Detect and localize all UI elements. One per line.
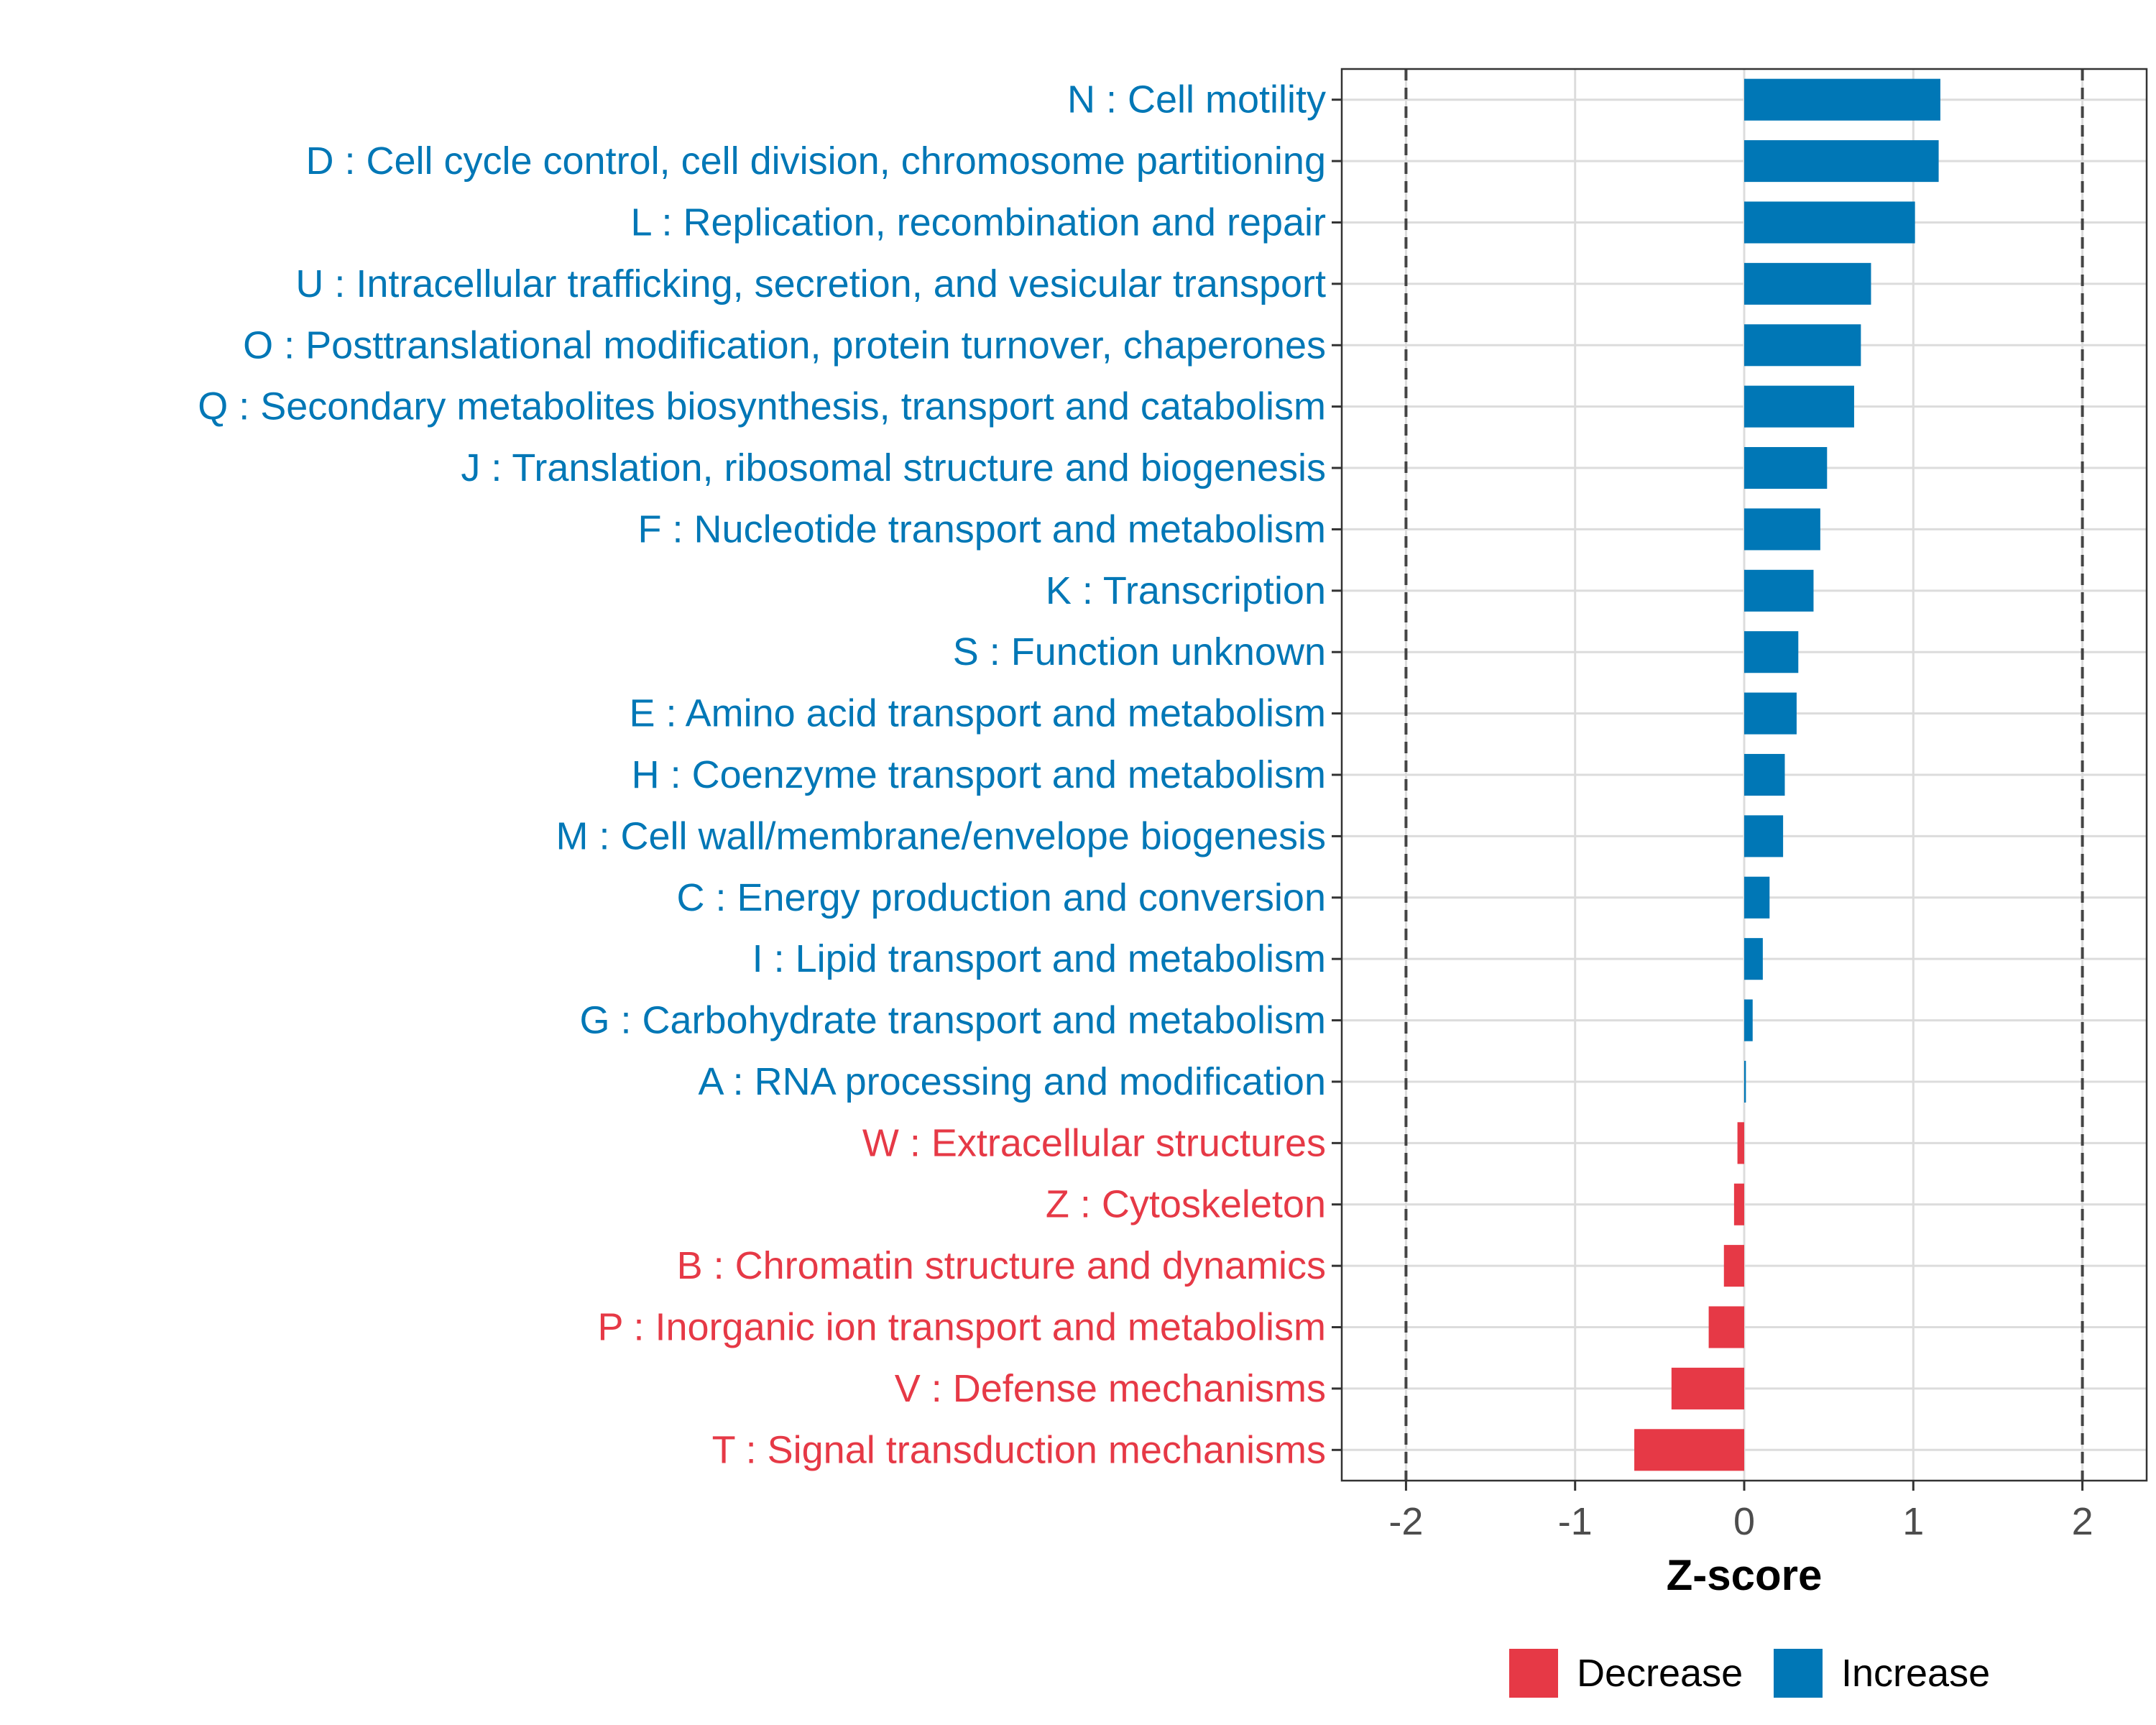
y-tick-label: B : Chromatin structure and dynamics (677, 1244, 1326, 1287)
bar (1708, 1306, 1744, 1348)
legend-label: Increase (1841, 1652, 1990, 1695)
bar (1634, 1429, 1744, 1471)
bar (1744, 631, 1799, 673)
y-tick-label: W : Extracellular structures (862, 1121, 1326, 1164)
threshold-lines (1404, 69, 2084, 1481)
y-tick-label: S : Function unknown (953, 630, 1326, 673)
bar (1744, 508, 1820, 551)
x-axis-title: Z-score (1667, 1551, 1823, 1599)
y-tick-label: M : Cell wall/membrane/envelope biogenes… (556, 814, 1326, 857)
y-tick-label: K : Transcription (1046, 569, 1326, 612)
y-axis-labels: N : Cell motility D : Cell cycle control,… (198, 78, 1326, 1472)
x-tick-label: 0 (1733, 1500, 1755, 1543)
y-tick-label: N : Cell motility (1067, 78, 1326, 121)
bar (1744, 201, 1915, 244)
legend-key (1509, 1649, 1558, 1698)
bar (1744, 753, 1785, 796)
bar (1744, 999, 1753, 1041)
y-tick-label: C : Energy production and conversion (676, 876, 1326, 919)
bar (1744, 938, 1763, 980)
x-tick-label: -2 (1388, 1500, 1423, 1543)
x-tick-label: -1 (1558, 1500, 1593, 1543)
y-tick-label: V : Defense mechanisms (895, 1367, 1326, 1410)
bar (1744, 78, 1940, 121)
legend: Decrease Increase (1509, 1649, 1990, 1698)
y-tick-label: L : Replication, recombination and repai… (630, 201, 1326, 244)
y-tick-label: Q : Secondary metabolites biosynthesis, … (198, 385, 1326, 428)
y-tick-label: P : Inorganic ion transport and metaboli… (597, 1306, 1326, 1349)
bar (1733, 1183, 1744, 1225)
bar (1744, 385, 1854, 428)
legend-key (1774, 1649, 1823, 1698)
bar (1744, 262, 1871, 305)
bar (1744, 815, 1784, 857)
bar (1744, 692, 1797, 735)
x-axis-ticks: -2 -1 0 1 2 (1388, 1481, 2093, 1543)
y-tick-label: E : Amino acid transport and metabolism (630, 692, 1326, 735)
bar (1744, 569, 1814, 612)
y-tick-label: F : Nucleotide transport and metabolism (638, 507, 1326, 551)
y-tick-label: I : Lipid transport and metabolism (752, 937, 1326, 980)
bar (1744, 1060, 1746, 1103)
y-tick-label: T : Signal transduction mechanisms (712, 1428, 1326, 1471)
x-tick-label: 2 (2072, 1500, 2093, 1543)
y-tick-label: O : Posttranslational modification, prot… (243, 323, 1326, 367)
bar (1744, 324, 1861, 367)
y-tick-label: G : Carbohydrate transport and metabolis… (580, 999, 1327, 1042)
bar (1671, 1367, 1744, 1409)
bars (1634, 78, 1940, 1471)
legend-label: Decrease (1577, 1652, 1743, 1695)
y-tick-label: J : Translation, ribosomal structure and… (461, 446, 1326, 489)
y-tick-label: A : RNA processing and modification (699, 1060, 1326, 1103)
y-tick-label: D : Cell cycle control, cell division, c… (305, 139, 1326, 183)
bar (1744, 140, 1939, 183)
y-tick-label: H : Coenzyme transport and metabolism (632, 753, 1326, 796)
bar (1744, 447, 1828, 489)
y-tick-label: U : Intracellular trafficking, secretion… (295, 262, 1326, 305)
bar (1737, 1122, 1744, 1164)
bar (1744, 876, 1770, 919)
x-tick-label: 1 (1902, 1500, 1924, 1543)
y-axis-ticks (1332, 98, 1342, 1451)
y-tick-label: Z : Cytoskeleton (1046, 1183, 1326, 1226)
bar (1723, 1245, 1744, 1287)
